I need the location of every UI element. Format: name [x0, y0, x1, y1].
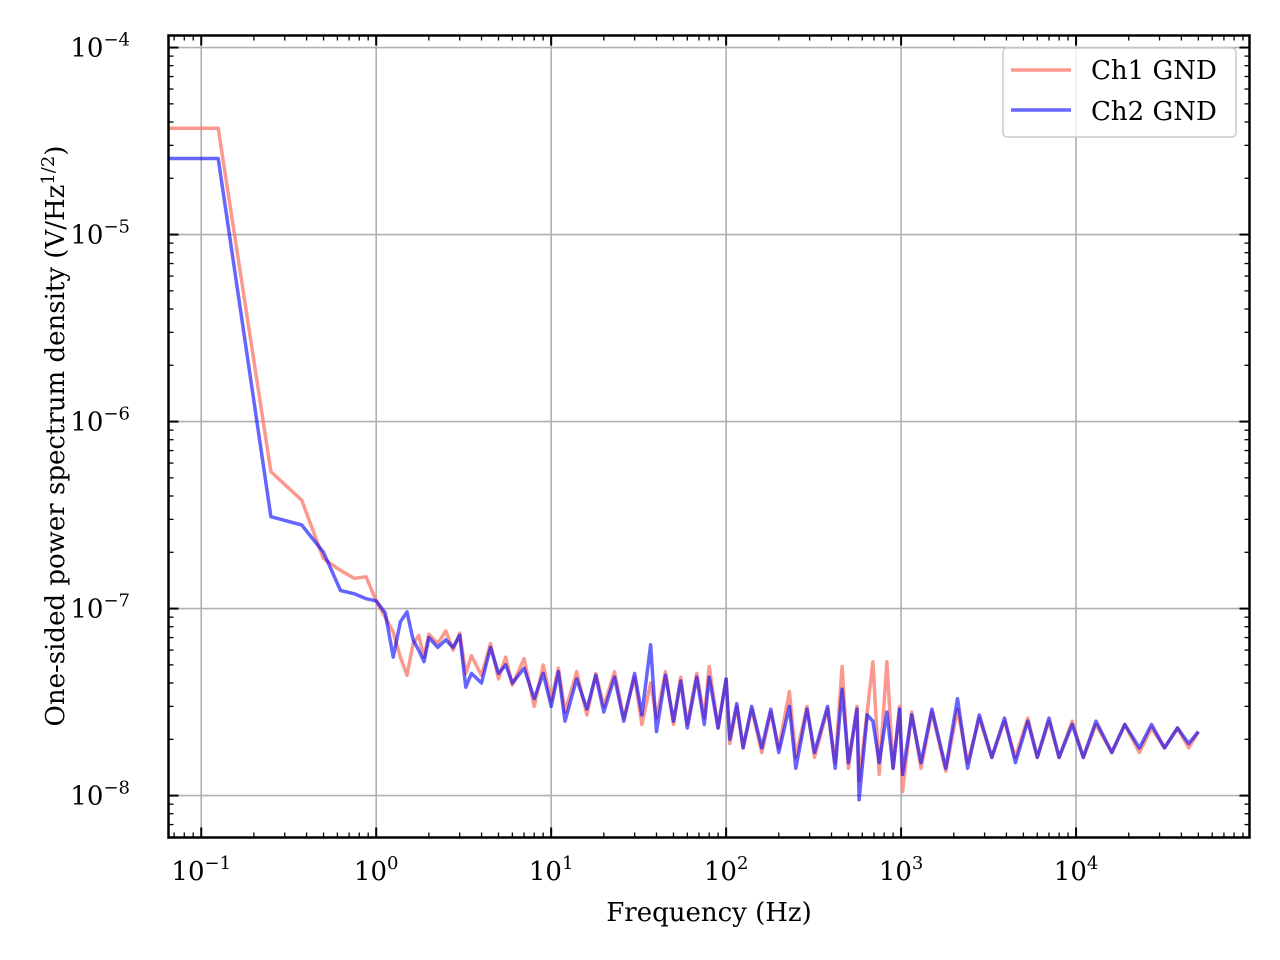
y-axis-label: One-sided power spectrum density (V/Hz1/… — [38, 146, 71, 727]
y-tick-label: 10−6 — [70, 404, 130, 438]
y-tick-label: 10−8 — [70, 778, 130, 812]
plot-lines — [168, 126, 1200, 802]
x-axis-label: Frequency (Hz) — [606, 898, 812, 928]
y-tick-label: 10−7 — [70, 591, 130, 625]
tick-labels: 10−1 100 101 102 103 104 10−8 10−7 10−6 10−5 10−4 — [70, 30, 1098, 887]
x-tick-label: 101 — [529, 853, 574, 887]
legend-label-ch1: Ch1 GND — [1091, 56, 1217, 86]
ticks — [168, 35, 1250, 838]
x-tick-label: 102 — [704, 853, 749, 887]
series-line-ch2-gnd — [168, 156, 1200, 802]
x-tick-label: 10−1 — [171, 853, 231, 887]
x-tick-label: 104 — [1054, 853, 1099, 887]
plot-frame — [167, 34, 1251, 839]
legend-label-ch2: Ch2 GND — [1091, 97, 1217, 127]
y-tick-label: 10−4 — [70, 30, 130, 64]
grid — [168, 35, 1250, 838]
y-tick-label: 10−5 — [70, 217, 130, 251]
x-tick-label: 103 — [879, 853, 924, 887]
legend: Ch1 GND Ch2 GND — [1002, 47, 1237, 138]
x-tick-label: 100 — [354, 853, 399, 887]
